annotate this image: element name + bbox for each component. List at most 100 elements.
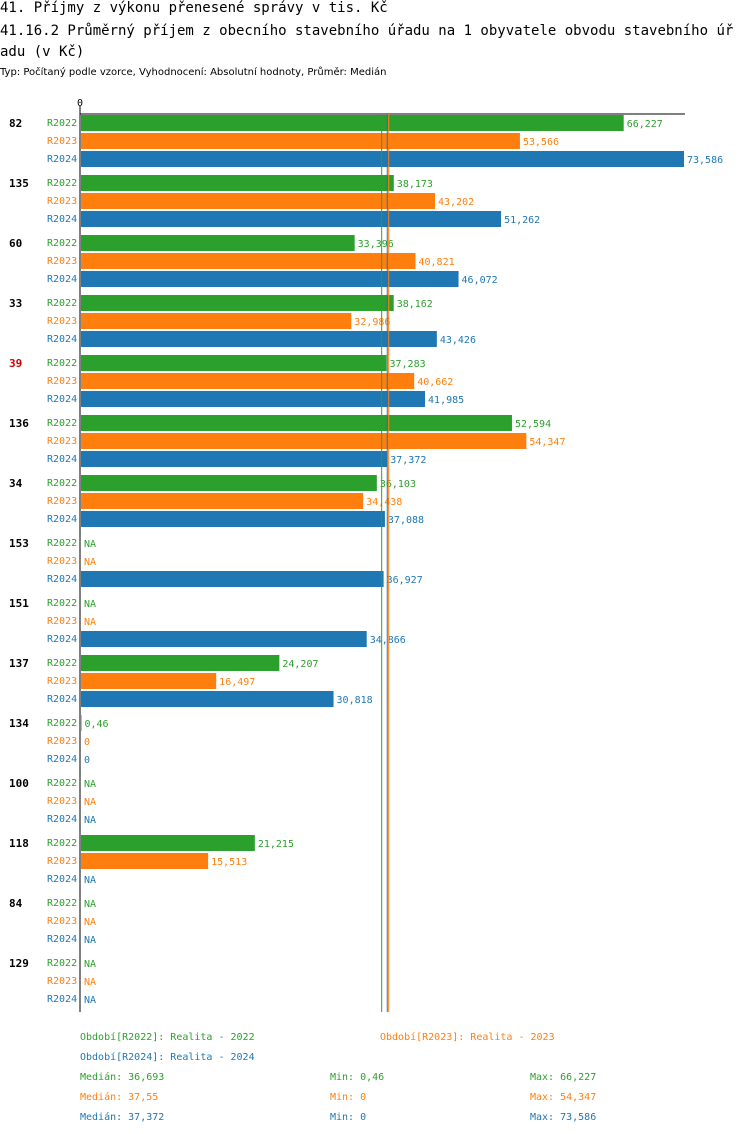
series-label-151-r2023: R2023 [47,616,77,627]
value-label-134-r2024: 0 [84,755,90,766]
stat-max-r2022: Max: 66,227 [530,1072,596,1083]
value-label-151-r2023: NA [84,617,96,628]
bar-33-r2023 [81,313,352,329]
value-label-135-r2024: 51,262 [504,215,540,226]
value-label-135-r2022: 38,173 [397,179,433,190]
value-label-82-r2022: 66,227 [627,119,663,130]
group-label-34: 34 [9,477,23,490]
bar-33-r2024 [81,331,437,347]
value-label-34-r2024: 37,088 [388,515,424,526]
value-label-100-r2024: NA [84,815,96,826]
series-label-118-r2024: R2024 [47,874,77,885]
value-label-151-r2024: 34,866 [370,635,406,646]
series-label-135-r2022: R2022 [47,178,77,189]
value-label-153-r2024: 36,927 [387,575,423,586]
stat-median-r2022: Medián: 36,693 [80,1071,164,1083]
chart-title: 41. Příjmy z výkonu přenesené správy v t… [0,0,388,16]
bar-153-r2024 [81,571,384,587]
group-label-137: 137 [9,657,29,670]
group-label-39: 39 [9,357,22,370]
bar-135-r2024 [81,211,502,227]
bar-33-r2022 [81,295,394,311]
bar-82-r2024 [81,151,684,167]
bar-136-r2024 [81,451,388,467]
chart-meta: Typ: Počítaný podle vzorce, Vyhodnocení:… [0,67,387,78]
series-label-34-r2023: R2023 [47,496,77,507]
series-label-134-r2024: R2024 [47,754,77,765]
value-label-100-r2022: NA [84,779,96,790]
bar-60-r2023 [81,253,416,269]
series-label-33-r2023: R2023 [47,316,77,327]
series-label-39-r2024: R2024 [47,394,77,405]
series-label-129-r2022: R2022 [47,958,77,969]
bar-135-r2023 [81,193,436,209]
value-label-137-r2023: 16,497 [219,677,255,688]
group-label-135: 135 [9,177,29,190]
value-label-33-r2023: 32,986 [354,317,390,328]
series-label-151-r2024: R2024 [47,634,77,645]
series-label-39-r2023: R2023 [47,376,77,387]
series-label-118-r2023: R2023 [47,856,77,867]
series-label-136-r2024: R2024 [47,454,77,465]
value-label-84-r2022: NA [84,899,96,910]
bar-135-r2022 [81,175,394,191]
stat-median-r2024: Medián: 37,372 [80,1111,164,1123]
value-label-100-r2023: NA [84,797,96,808]
axis-zero-label: 0 [77,98,83,109]
stat-max-r2023: Max: 54,347 [530,1092,596,1103]
legend-r2022: Období[R2022]: Realita - 2022 [80,1031,255,1043]
legend-r2023: Období[R2023]: Realita - 2023 [380,1031,555,1043]
value-label-137-r2022: 24,207 [282,659,318,670]
bar-39-r2024 [81,391,426,407]
series-label-135-r2024: R2024 [47,214,77,225]
legend-r2024: Období[R2024]: Realita - 2024 [80,1051,255,1063]
group-label-100: 100 [9,777,29,790]
series-label-82-r2023: R2023 [47,136,77,147]
value-label-60-r2024: 46,072 [462,275,498,286]
stat-min-r2024: Min: 0 [330,1112,366,1123]
series-label-129-r2024: R2024 [47,994,77,1005]
value-label-135-r2023: 43,202 [438,197,474,208]
value-label-151-r2022: NA [84,599,96,610]
bar-136-r2022 [81,415,512,431]
value-label-39-r2023: 40,662 [417,377,453,388]
value-label-136-r2024: 37,372 [390,455,426,466]
series-label-84-r2024: R2024 [47,934,77,945]
series-label-153-r2022: R2022 [47,538,77,549]
bar-118-r2022 [81,835,255,851]
bar-60-r2022 [81,235,355,251]
group-label-153: 153 [9,537,29,550]
value-label-134-r2022: 0,46 [85,719,109,730]
series-label-100-r2022: R2022 [47,778,77,789]
value-label-129-r2022: NA [84,959,96,970]
value-label-34-r2023: 34,438 [366,497,402,508]
bar-118-r2023 [81,853,209,869]
value-label-84-r2023: NA [84,917,96,928]
series-label-136-r2022: R2022 [47,418,77,429]
value-label-129-r2024: NA [84,995,96,1006]
value-label-60-r2023: 40,821 [419,257,455,268]
series-label-33-r2022: R2022 [47,298,77,309]
group-label-60: 60 [9,237,22,250]
bar-39-r2022 [81,355,387,371]
value-label-82-r2024: 73,586 [687,155,723,166]
bar-34-r2022 [81,475,377,491]
value-label-137-r2024: 30,818 [337,695,373,706]
value-label-134-r2023: 0 [84,737,90,748]
bar-82-r2022 [81,115,624,131]
group-label-134: 134 [9,717,29,730]
series-label-84-r2022: R2022 [47,898,77,909]
stat-min-r2022: Min: 0,46 [330,1072,384,1083]
group-label-82: 82 [9,117,22,130]
series-label-82-r2024: R2024 [47,154,77,165]
group-label-136: 136 [9,417,29,430]
bar-136-r2023 [81,433,527,449]
series-label-153-r2024: R2024 [47,574,77,585]
series-label-60-r2022: R2022 [47,238,77,249]
bar-34-r2024 [81,511,385,527]
series-label-34-r2022: R2022 [47,478,77,489]
bar-134-r2022 [81,715,82,731]
series-label-137-r2024: R2024 [47,694,77,705]
bar-82-r2023 [81,133,520,149]
bar-34-r2023 [81,493,364,509]
